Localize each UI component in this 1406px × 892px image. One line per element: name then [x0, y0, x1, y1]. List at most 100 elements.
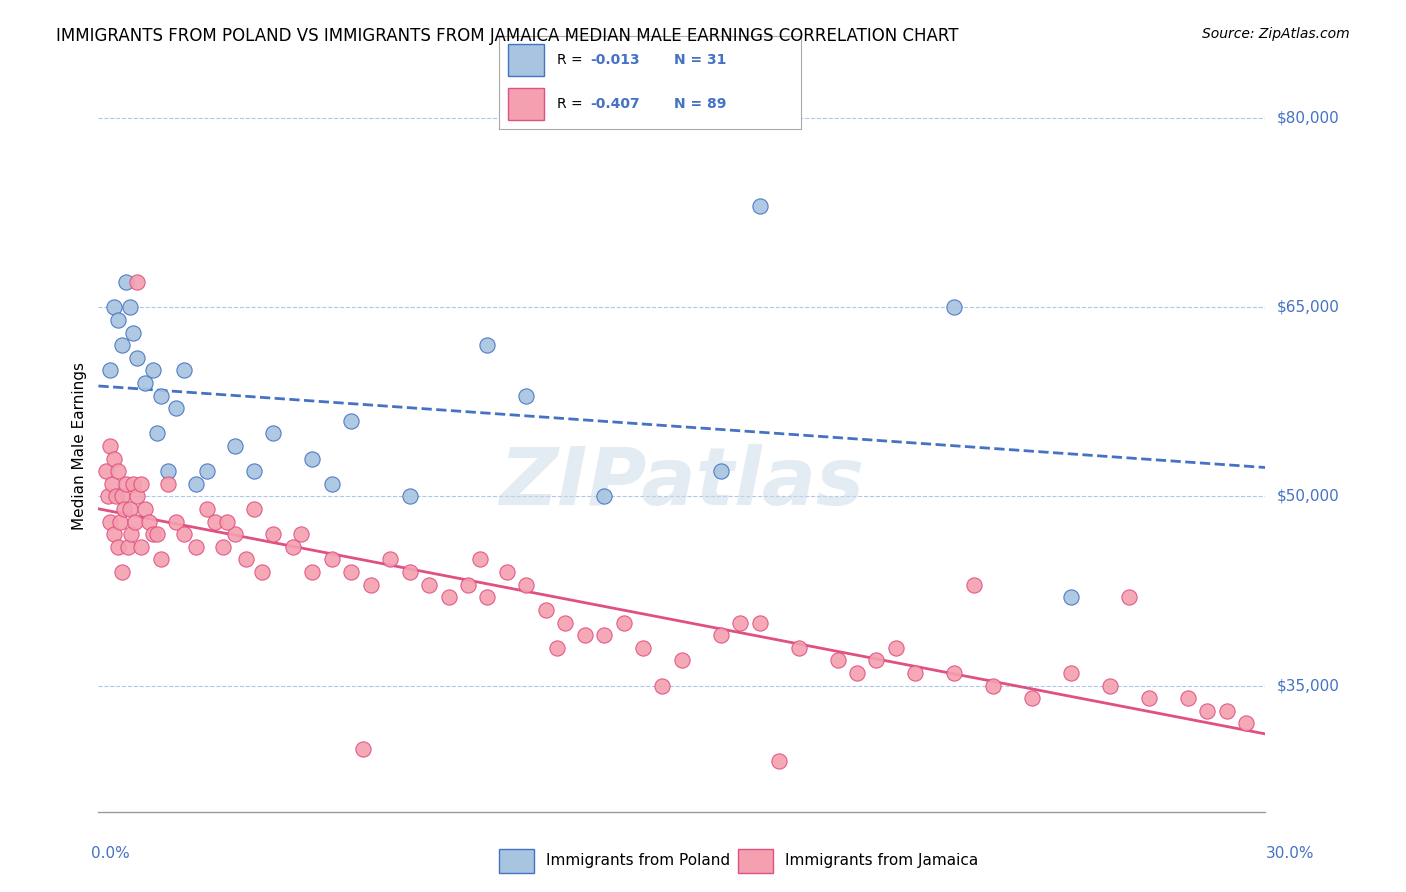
- Point: [943, 300, 966, 314]
- Point: [103, 451, 125, 466]
- Point: [101, 476, 124, 491]
- Point: [111, 565, 134, 579]
- Point: [468, 552, 491, 566]
- Point: [134, 502, 156, 516]
- Point: [418, 578, 440, 592]
- Point: [117, 540, 139, 554]
- Point: [165, 401, 187, 416]
- Point: [612, 615, 634, 630]
- Point: [457, 578, 479, 592]
- Point: [1021, 691, 1043, 706]
- Text: N = 89: N = 89: [675, 97, 727, 111]
- Point: [301, 565, 323, 579]
- Point: [437, 591, 460, 605]
- FancyBboxPatch shape: [738, 849, 773, 873]
- Point: [1060, 591, 1083, 605]
- Point: [250, 565, 273, 579]
- Point: [262, 426, 284, 441]
- Point: [865, 653, 887, 667]
- FancyBboxPatch shape: [499, 849, 534, 873]
- Point: [1177, 691, 1199, 706]
- Point: [477, 338, 499, 352]
- Point: [1098, 679, 1121, 693]
- Point: [108, 515, 131, 529]
- Point: [845, 665, 868, 680]
- Point: [496, 565, 519, 579]
- Point: [184, 540, 207, 554]
- Point: [787, 640, 810, 655]
- Point: [1195, 704, 1218, 718]
- Point: [904, 665, 927, 680]
- Point: [149, 552, 172, 566]
- Point: [515, 388, 537, 402]
- Point: [138, 515, 160, 529]
- Point: [107, 540, 129, 554]
- Text: Source: ZipAtlas.com: Source: ZipAtlas.com: [1202, 27, 1350, 41]
- Point: [173, 527, 195, 541]
- Point: [360, 578, 382, 592]
- Text: $35,000: $35,000: [1277, 678, 1340, 693]
- Point: [943, 665, 966, 680]
- Point: [157, 476, 180, 491]
- Point: [98, 439, 121, 453]
- Point: [515, 578, 537, 592]
- Point: [981, 679, 1004, 693]
- Point: [593, 490, 616, 504]
- Point: [157, 464, 180, 478]
- Point: [554, 615, 576, 630]
- Point: [107, 313, 129, 327]
- Point: [224, 527, 246, 541]
- Point: [165, 515, 187, 529]
- Point: [142, 527, 165, 541]
- Point: [290, 527, 312, 541]
- Text: -0.013: -0.013: [591, 53, 640, 67]
- Text: N = 31: N = 31: [675, 53, 727, 67]
- Point: [243, 464, 266, 478]
- Point: [243, 502, 266, 516]
- Point: [129, 540, 152, 554]
- Point: [104, 490, 127, 504]
- Point: [1118, 591, 1140, 605]
- Point: [98, 515, 121, 529]
- Point: [748, 615, 770, 630]
- Point: [96, 464, 118, 478]
- Point: [321, 476, 343, 491]
- Text: -0.407: -0.407: [591, 97, 640, 111]
- Point: [827, 653, 849, 667]
- Point: [124, 515, 146, 529]
- Point: [195, 502, 218, 516]
- Point: [1215, 704, 1237, 718]
- Point: [127, 490, 149, 504]
- Point: [340, 414, 363, 428]
- FancyBboxPatch shape: [508, 88, 544, 120]
- Point: [118, 502, 141, 516]
- Point: [97, 490, 120, 504]
- Point: [235, 552, 257, 566]
- Point: [129, 476, 152, 491]
- Point: [142, 363, 165, 377]
- Point: [730, 615, 752, 630]
- Point: [1060, 665, 1083, 680]
- Point: [321, 552, 343, 566]
- Point: [121, 527, 143, 541]
- Text: R =: R =: [557, 97, 586, 111]
- Point: [398, 490, 420, 504]
- Point: [127, 351, 149, 365]
- Point: [114, 275, 136, 289]
- Y-axis label: Median Male Earnings: Median Male Earnings: [72, 362, 87, 530]
- Point: [546, 640, 568, 655]
- Point: [184, 476, 207, 491]
- Text: $50,000: $50,000: [1277, 489, 1340, 504]
- Point: [398, 565, 420, 579]
- Text: R =: R =: [557, 53, 586, 67]
- Text: ZIPatlas: ZIPatlas: [499, 443, 865, 522]
- Text: Immigrants from Jamaica: Immigrants from Jamaica: [785, 854, 977, 869]
- Point: [149, 388, 172, 402]
- Point: [477, 591, 499, 605]
- Point: [204, 515, 226, 529]
- Text: 30.0%: 30.0%: [1267, 847, 1315, 861]
- Point: [224, 439, 246, 453]
- Point: [340, 565, 363, 579]
- Point: [262, 527, 284, 541]
- Point: [380, 552, 402, 566]
